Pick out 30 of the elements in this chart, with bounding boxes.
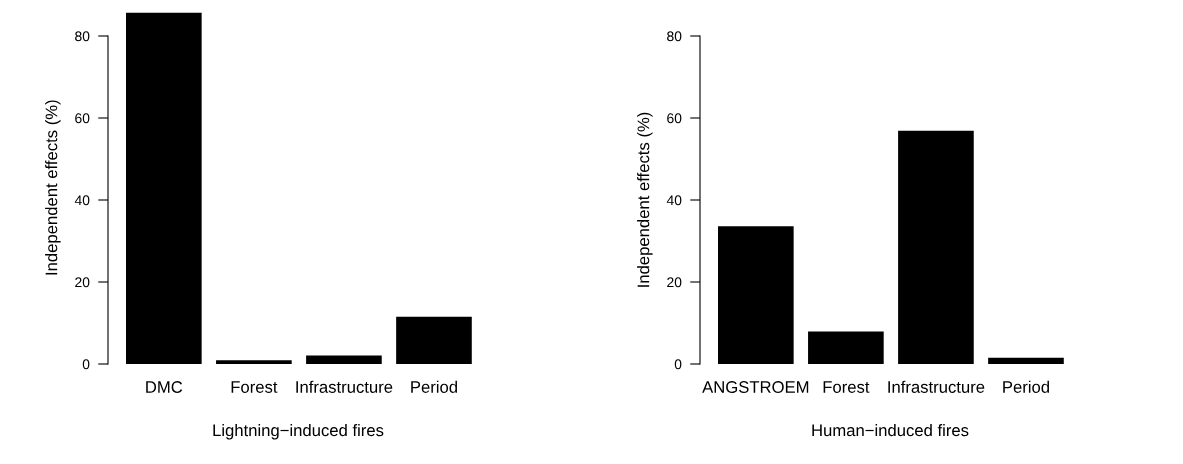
bar: [808, 331, 884, 364]
x-axis-title: Human−induced fires: [812, 423, 969, 437]
y-axis-title: Independent effects (%): [637, 112, 653, 287]
y-axis-title: Independent effects (%): [45, 100, 61, 275]
y-tick-label: 80: [667, 31, 682, 42]
bar: [216, 360, 292, 364]
x-tick-label: Period: [1003, 380, 1049, 393]
x-tick-label: Infrastructure: [888, 380, 985, 393]
y-tick-label: 60: [667, 113, 682, 124]
bar: [306, 355, 382, 364]
x-tick-label: Infrastructure: [296, 380, 393, 393]
bar: [898, 130, 974, 364]
y-tick-label: 40: [74, 195, 90, 206]
y-tick-label: 0: [674, 359, 682, 370]
y-tick-label: 80: [75, 31, 90, 42]
x-axis-title: Lightning−induced fires: [213, 423, 384, 440]
bar: [718, 226, 794, 364]
y-tick-label: 60: [75, 113, 90, 124]
y-tick-label: 40: [666, 195, 682, 206]
y-tick-label: 20: [667, 277, 682, 288]
y-tick-label: 0: [82, 359, 90, 370]
bar: [988, 357, 1064, 364]
bar: [396, 316, 472, 364]
x-tick-label: ANGSTROEM: [702, 381, 809, 393]
x-tick-label: Forest: [823, 381, 870, 393]
x-tick-label: Forest: [231, 381, 278, 393]
y-tick-label: 20: [75, 277, 90, 288]
bar: [126, 12, 202, 364]
x-tick-label: Period: [411, 380, 457, 393]
x-tick-label: DMC: [146, 381, 183, 393]
